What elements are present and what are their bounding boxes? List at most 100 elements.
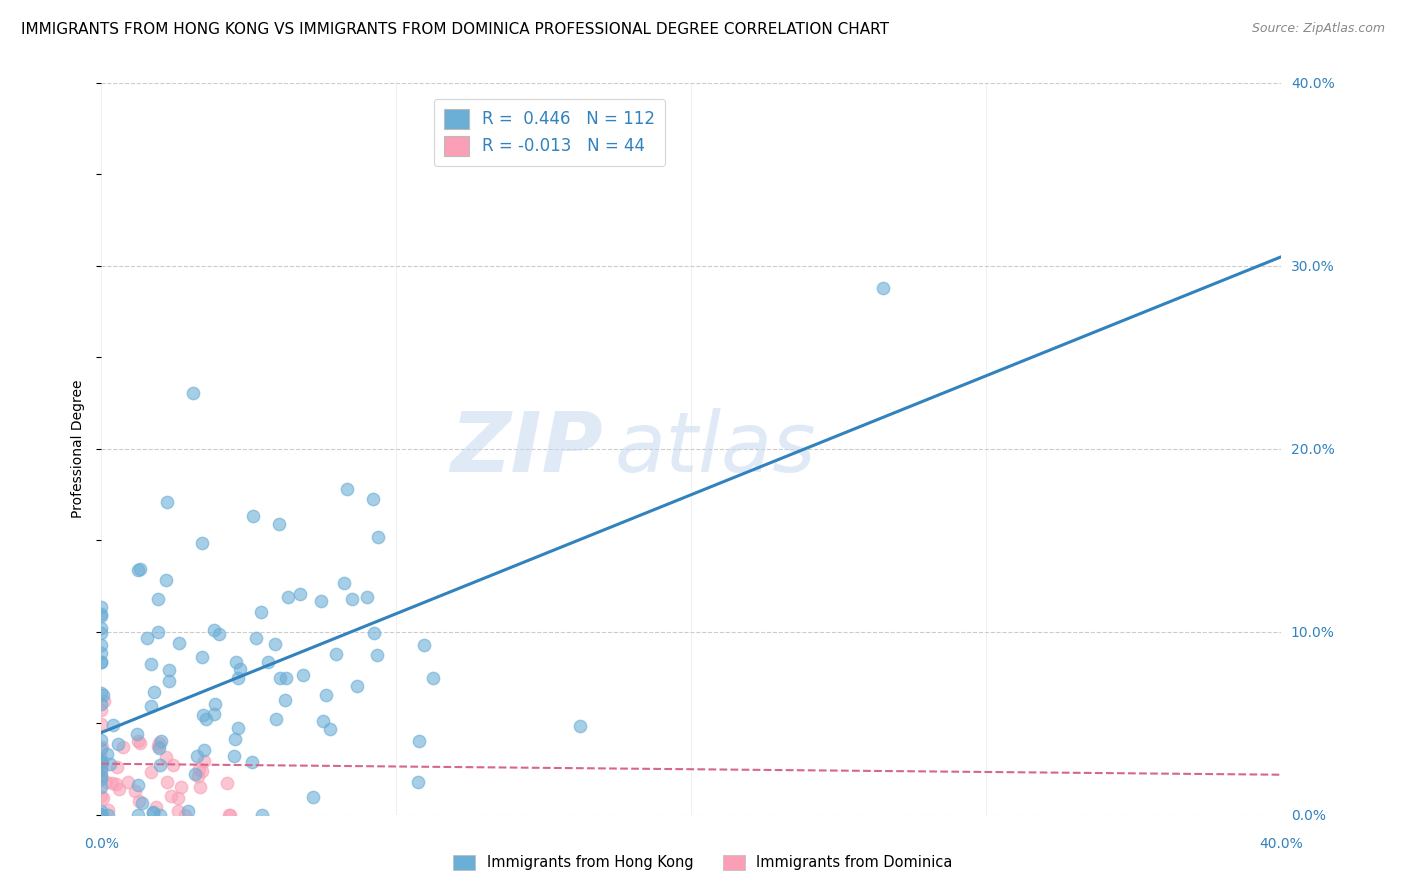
Point [96, 747, 118, 761]
Point [157, 663, 180, 677]
Point [256, 656, 278, 670]
Y-axis label: Professional Degree: Professional Degree [72, 380, 86, 518]
Point [146, 739, 169, 754]
Point [90, 607, 112, 621]
Point [131, 796, 153, 810]
Point [242, 508, 264, 523]
Point [207, 627, 229, 641]
Point [325, 647, 347, 661]
Point [91, 791, 114, 805]
Text: IMMIGRANTS FROM HONG KONG VS IMMIGRANTS FROM DOMINICA PROFESSIONAL DEGREE CORREL: IMMIGRANTS FROM HONG KONG VS IMMIGRANTS … [21, 22, 889, 37]
Point [240, 755, 263, 769]
Point [98, 756, 121, 771]
Point [218, 808, 240, 822]
Point [90, 780, 112, 794]
Point [91, 688, 114, 702]
Point [90, 763, 112, 777]
Point [149, 758, 172, 772]
Point [124, 784, 146, 798]
Point [356, 590, 378, 604]
Point [267, 517, 290, 532]
Point [184, 767, 207, 781]
Point [160, 789, 183, 803]
Point [149, 808, 172, 822]
Point [333, 576, 356, 591]
Point [90, 626, 112, 640]
Point [90, 808, 112, 822]
Point [155, 749, 177, 764]
Point [194, 712, 217, 726]
Point [193, 743, 215, 757]
Point [422, 671, 444, 685]
Point [90, 599, 112, 614]
Point [224, 748, 246, 763]
Point [346, 679, 368, 693]
Point [872, 281, 894, 295]
Point [125, 726, 148, 740]
Text: ZIP: ZIP [450, 409, 603, 490]
Point [90, 808, 112, 822]
Point [157, 673, 180, 688]
Point [90, 759, 112, 773]
Point [142, 806, 165, 821]
Point [277, 590, 299, 604]
Point [94, 775, 117, 789]
Point [269, 671, 291, 685]
Point [90, 767, 112, 781]
Point [135, 631, 157, 645]
Point [104, 777, 127, 791]
Point [90, 763, 112, 777]
Point [274, 671, 297, 685]
Point [90, 697, 112, 711]
Text: Source: ZipAtlas.com: Source: ZipAtlas.com [1251, 22, 1385, 36]
Point [141, 657, 163, 671]
Point [408, 734, 430, 748]
Point [105, 759, 128, 773]
Point [218, 808, 240, 822]
Point [90, 808, 112, 822]
Point [90, 742, 112, 756]
Point [225, 655, 247, 669]
Point [191, 764, 214, 778]
Point [90, 755, 112, 769]
Point [177, 804, 200, 818]
Point [108, 781, 131, 796]
Point [90, 638, 112, 652]
Point [90, 808, 112, 822]
Text: 0.0%: 0.0% [84, 838, 118, 851]
Point [90, 756, 112, 770]
Point [90, 609, 112, 624]
Point [101, 718, 124, 732]
Point [111, 739, 134, 754]
Point [90, 656, 112, 670]
Point [229, 662, 252, 676]
Point [318, 722, 340, 736]
Point [127, 808, 149, 822]
Point [100, 775, 122, 789]
Point [363, 626, 385, 640]
Point [156, 775, 179, 789]
Text: atlas: atlas [614, 409, 815, 490]
Point [127, 778, 149, 792]
Point [90, 755, 112, 769]
Point [245, 632, 267, 646]
Point [170, 780, 193, 794]
Point [568, 719, 591, 733]
Point [181, 386, 204, 401]
Point [274, 693, 297, 707]
Point [155, 573, 177, 587]
Point [309, 594, 332, 608]
Text: 40.0%: 40.0% [1260, 838, 1303, 851]
Point [167, 804, 190, 818]
Point [288, 587, 311, 601]
Point [204, 707, 226, 722]
Point [93, 694, 115, 708]
Point [139, 699, 162, 714]
Point [129, 736, 152, 750]
Point [90, 808, 112, 822]
Legend: R =  0.446   N = 112, R = -0.013   N = 44: R = 0.446 N = 112, R = -0.013 N = 44 [434, 99, 665, 166]
Point [406, 775, 429, 789]
Point [90, 769, 112, 783]
Point [190, 535, 212, 549]
Point [127, 734, 149, 748]
